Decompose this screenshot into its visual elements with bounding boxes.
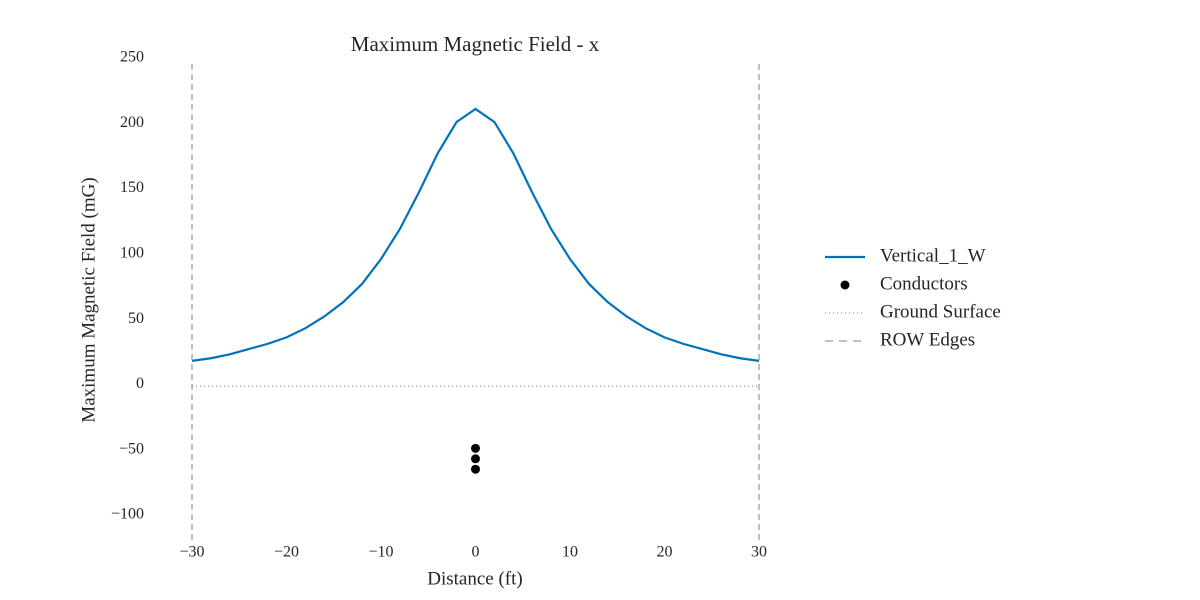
legend-label: Conductors [880,273,968,294]
conductor [471,464,480,474]
x-tick-label: 20 [657,544,673,561]
x-tick-label: 30 [751,544,767,561]
y-tick-label: 100 [120,244,144,261]
legend-swatch [840,280,850,290]
legend-label: Ground Surface [880,301,1001,322]
x-axis-label: Distance (ft) [427,568,522,589]
x-tick-label: −10 [368,544,393,561]
x-tick-label: 0 [472,544,480,561]
legend-label: Vertical_1_W [880,245,986,266]
y-tick-label: 150 [120,179,144,196]
y-tick-label: 200 [120,114,144,131]
y-tick-label: 50 [128,310,144,327]
y-axis-label: Maximum Magnetic Field (mG) [78,177,99,422]
y-tick-label: −100 [111,506,144,523]
y-tick-label: 0 [136,375,144,392]
y-tick-label: 250 [120,49,144,66]
y-tick-label: −50 [119,440,144,457]
x-tick-label: −30 [179,544,204,561]
conductor [471,454,480,464]
legend-label: ROW Edges [880,329,975,350]
chart-title: Maximum Magnetic Field - x [351,32,600,56]
line [191,107,760,362]
x-tick-label: −20 [274,544,299,561]
x-tick-label: 10 [562,544,578,561]
conductor [471,443,480,453]
